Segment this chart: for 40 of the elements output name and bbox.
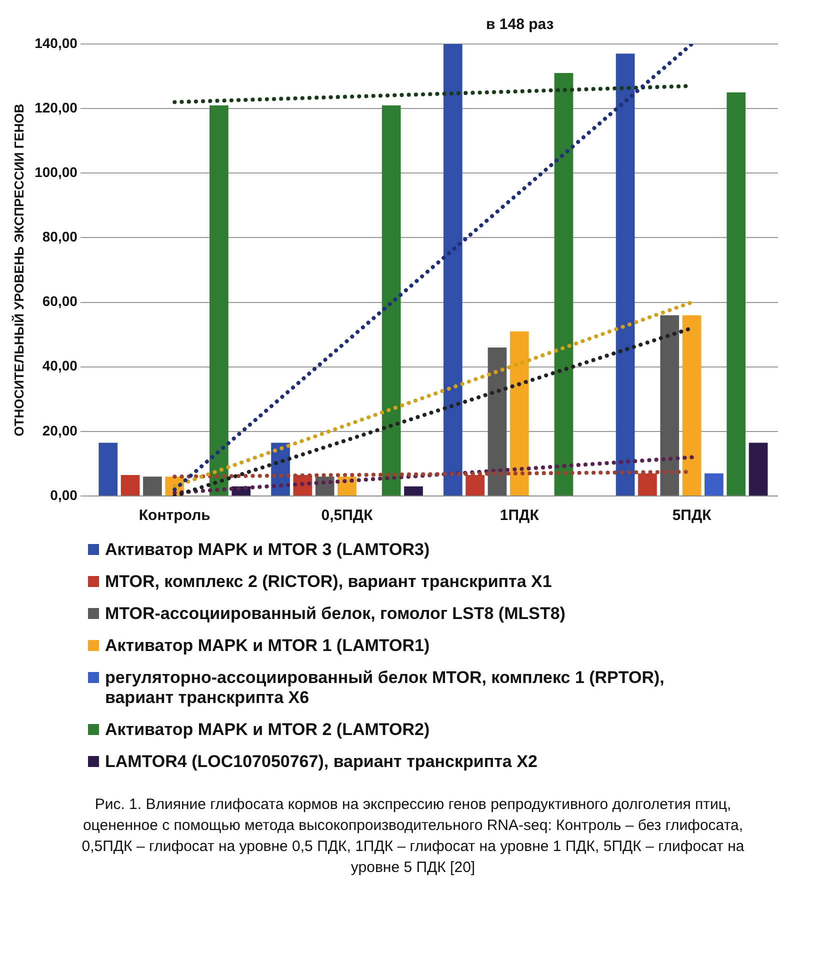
bar	[443, 44, 462, 496]
legend-label: регуляторно-ассоциированный белок MTOR, комплекс 1 (RPTOR), вариант транскрипта X6	[105, 668, 666, 708]
bar	[616, 54, 635, 496]
bar	[660, 315, 680, 496]
bar	[726, 92, 746, 496]
y-tick-label: 20,00	[42, 422, 78, 438]
legend-label: MTOR, комплекс 2 (RICTOR), вариант транскрипта X1	[105, 572, 552, 592]
bar	[404, 486, 423, 496]
bar	[466, 475, 484, 496]
bar	[143, 476, 162, 496]
bar	[120, 475, 140, 496]
bar	[210, 105, 228, 496]
legend-label: Активатор MAPK и MTOR 1 (LAMTOR1)	[105, 636, 430, 656]
y-tick-label: 60,00	[42, 293, 78, 310]
x-tick-label: Контроль	[138, 507, 210, 524]
text: Рис. 1. Влияние глифосата кормов на экспрессию генов репродуктивного долголетия птиц, оцененное с помощью метода высокопроизводительного RNA-seq: Контроль – без глифосата, 0,5ПДК – глифосат на уровне 0,5 ПДК, 1ПДК – глифосат на уровне 1 ПДК, 5ПДК – глифосат на уровне 5 ПДК [20]	[80, 795, 746, 878]
legend-label: MTOR-ассоциированный белок, гомолог LST8 (MLST8)	[105, 604, 566, 624]
x-tick-label: 5ПДК	[672, 507, 712, 524]
legend-label: LAMTOR4 (LOC107050767), вариант транскрипта X2	[105, 752, 538, 772]
text: в 148 раз	[485, 16, 555, 33]
bar	[510, 331, 529, 496]
bar	[682, 315, 702, 496]
y-tick-label: 0,00	[50, 486, 78, 503]
y-axis-title: ОТНОСИТЕЛЬНЫЙ УРОВЕНЬ ЭКСПРЕССИИ ГЕНОВ	[11, 104, 26, 436]
y-tick-label: 140,00	[34, 34, 78, 51]
y-tick-label: 100,00	[34, 164, 78, 180]
bar	[98, 442, 118, 496]
bar	[554, 73, 574, 496]
bar	[748, 442, 768, 496]
y-tick-label: 80,00	[42, 228, 78, 245]
bar	[704, 473, 724, 496]
x-tick-label: 1ПДК	[500, 507, 540, 524]
legend-label: Активатор MAPK и MTOR 2 (LAMTOR2)	[105, 720, 430, 740]
x-tick-label: 0,5ПДК	[321, 507, 374, 524]
bar	[638, 473, 657, 496]
y-tick-label: 40,00	[42, 358, 78, 374]
y-tick-label: 120,00	[34, 99, 78, 116]
bar	[382, 105, 401, 496]
bar	[488, 347, 507, 496]
legend-label: Активатор MAPK и MTOR 3 (LAMTOR3)	[105, 540, 430, 560]
